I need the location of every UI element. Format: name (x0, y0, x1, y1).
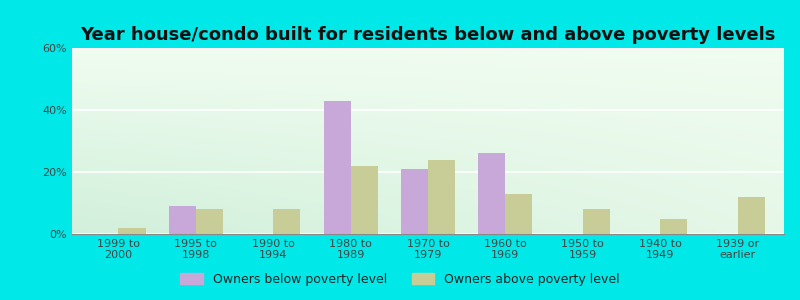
Bar (196, 209, 223, 234)
Bar (660, 218, 687, 234)
Bar (118, 228, 146, 234)
Bar (323, 101, 350, 234)
Bar (478, 153, 506, 234)
Bar (506, 194, 533, 234)
Bar (738, 197, 765, 234)
Title: Year house/condo built for residents below and above poverty levels: Year house/condo built for residents bel… (80, 26, 776, 44)
Bar (169, 206, 196, 234)
Bar (401, 169, 428, 234)
Bar (428, 160, 455, 234)
Legend: Owners below poverty level, Owners above poverty level: Owners below poverty level, Owners above… (175, 268, 625, 291)
Bar (274, 209, 300, 234)
Bar (582, 209, 610, 234)
Bar (350, 166, 378, 234)
